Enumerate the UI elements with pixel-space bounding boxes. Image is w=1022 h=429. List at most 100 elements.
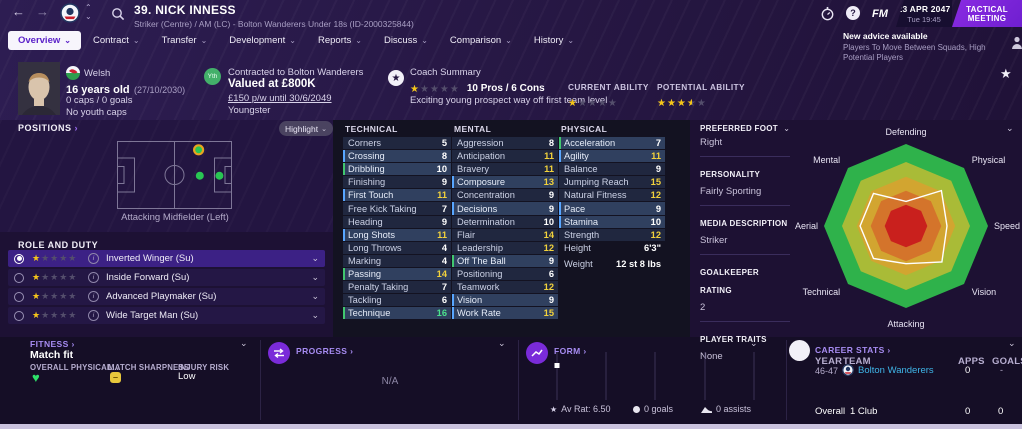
attribute-row[interactable]: Dribbling 10 <box>343 163 451 176</box>
youth-caps-label: No youth caps <box>66 107 127 118</box>
tab-discuss[interactable]: Discuss ⌄ <box>374 31 438 50</box>
attribute-row[interactable]: Heading 9 <box>343 215 451 228</box>
attribute-row[interactable]: Marking 4 <box>343 254 451 267</box>
position-dot[interactable] <box>215 171 224 180</box>
attribute-row[interactable]: First Touch 11 <box>343 189 451 202</box>
chevron-down-icon[interactable]: ⌄ <box>311 272 319 282</box>
chevron-down-icon[interactable]: ⌄ <box>311 291 319 301</box>
progress-header[interactable]: PROGRESS › <box>296 346 353 356</box>
back-button[interactable]: ← <box>12 4 25 19</box>
chevron-down-icon[interactable]: ⌄ <box>783 124 790 133</box>
role-radio[interactable] <box>14 291 24 302</box>
club-switch-chevrons[interactable]: ⌃ ⌄ <box>85 3 92 21</box>
attribute-row[interactable]: Passing 14 <box>343 267 451 281</box>
tab-contract[interactable]: Contract ⌄ <box>83 31 150 50</box>
attribute-row[interactable]: Leadership 12 <box>452 241 558 254</box>
attribute-value: 9 <box>548 255 554 266</box>
attribute-row[interactable]: Pace 9 <box>559 202 665 215</box>
career-row-year: 46-47 <box>815 366 839 376</box>
attribute-row[interactable]: Decisions 9 <box>452 202 558 215</box>
attribute-row[interactable]: Off The Ball 9 <box>452 254 558 267</box>
attribute-value: 16 <box>436 308 447 319</box>
date-time-box[interactable]: 23 APR 2047 Tue 19:45 <box>896 0 952 27</box>
role-row[interactable]: ★★★★★★★★★★ i Inverted Winger (Su) ⌄ <box>8 250 325 267</box>
role-row[interactable]: ★★★★★★★★★★ i Inside Forward (Su) ⌄ <box>8 269 325 286</box>
tab-development[interactable]: Development ⌄ <box>219 31 306 50</box>
attribute-row[interactable]: Concentration 9 <box>452 189 558 202</box>
fitness-header[interactable]: FITNESS › <box>30 339 75 349</box>
attribute-row[interactable]: Work Rate 15 <box>452 307 558 320</box>
attribute-row[interactable]: Composure 13 <box>452 176 558 189</box>
attribute-row[interactable]: Acceleration 7 <box>559 137 665 150</box>
attribute-value: 12 st 8 lbs <box>616 258 661 269</box>
chevron-down-icon[interactable]: ⌄ <box>1006 123 1014 133</box>
chevron-down-icon[interactable]: ⌄ <box>750 338 758 348</box>
attribute-row[interactable]: Long Shots 11 <box>343 228 451 241</box>
horizontal-scrollbar[interactable] <box>0 424 1022 429</box>
positions-header[interactable]: POSITIONS › <box>18 123 78 133</box>
attribute-row[interactable]: Technique 16 <box>343 307 451 320</box>
role-radio[interactable] <box>14 253 24 264</box>
chevron-down-icon[interactable]: ⌄ <box>240 338 248 348</box>
info-icon[interactable]: i <box>88 291 99 302</box>
attribute-row[interactable]: Strength 12 <box>559 228 665 241</box>
info-icon[interactable]: i <box>88 272 99 283</box>
highlight-dropdown[interactable]: Highlight ⌄ <box>279 121 333 136</box>
tab-overview[interactable]: Overview ⌄ <box>8 31 81 50</box>
attribute-row[interactable]: Determination 10 <box>452 215 558 228</box>
club-badge-icon[interactable] <box>60 3 80 23</box>
assists-value: 0 assists <box>716 404 752 414</box>
attribute-row[interactable]: Natural Fitness 12 <box>559 189 665 202</box>
attribute-row[interactable]: Long Throws 4 <box>343 241 451 254</box>
role-row[interactable]: ★★★★★★★★★★ i Advanced Playmaker (Su) ⌄ <box>8 288 325 305</box>
chevron-down-icon[interactable]: ⌄ <box>311 310 319 320</box>
attribute-row[interactable]: Balance 9 <box>559 163 665 176</box>
info-icon[interactable]: i <box>88 310 99 321</box>
attribute-row[interactable]: Penalty Taking 7 <box>343 281 451 294</box>
forward-button[interactable]: → <box>36 4 49 19</box>
selected-position-dot[interactable] <box>192 144 205 156</box>
attribute-row[interactable]: Tackling 6 <box>343 294 451 307</box>
career-stats-header[interactable]: CAREER STATS › <box>815 345 891 355</box>
search-icon[interactable] <box>111 7 125 21</box>
help-icon[interactable]: ? <box>846 6 860 20</box>
chevron-down-icon[interactable]: ⌄ <box>1008 338 1016 348</box>
staff-advice-icon[interactable] <box>1011 36 1022 50</box>
tab-transfer[interactable]: Transfer ⌄ <box>152 31 218 50</box>
attribute-row[interactable]: Agility 11 <box>559 150 665 163</box>
attribute-row[interactable]: Bravery 11 <box>452 163 558 176</box>
info-icon[interactable]: i <box>88 253 99 264</box>
tab-comparison[interactable]: Comparison ⌄ <box>440 31 522 50</box>
attribute-row[interactable]: Flair 14 <box>452 228 558 241</box>
role-radio[interactable] <box>14 310 24 321</box>
attribute-row[interactable]: Jumping Reach 15 <box>559 176 665 189</box>
tactical-meeting-button[interactable]: TACTICAL MEETING <box>952 0 1022 27</box>
attribute-row[interactable]: Finishing 9 <box>343 176 451 189</box>
attribute-row[interactable]: Teamwork 12 <box>452 281 558 294</box>
attribute-row[interactable]: Positioning 6 <box>452 267 558 281</box>
position-dot[interactable] <box>195 171 204 180</box>
chevron-down-icon[interactable]: ⌄ <box>498 338 506 348</box>
chevron-down-icon[interactable]: ⌄ <box>311 253 319 263</box>
attribute-row[interactable]: Free Kick Taking 7 <box>343 202 451 215</box>
tab-reports[interactable]: Reports ⌄ <box>308 31 372 50</box>
bottom-panels <box>0 337 1022 424</box>
attribute-row[interactable]: Vision 9 <box>452 294 558 307</box>
attribute-row[interactable]: Anticipation 11 <box>452 150 558 163</box>
attribute-row[interactable]: Corners 5 <box>343 137 451 150</box>
attribute-row[interactable]: Crossing 8 <box>343 150 451 163</box>
attribute-row[interactable]: Stamina 10 <box>559 215 665 228</box>
favourite-star-icon[interactable]: ★ <box>1000 66 1012 81</box>
breadcrumb-arrow-icon: › <box>350 346 354 356</box>
role-radio[interactable] <box>14 272 24 283</box>
stopwatch-icon[interactable] <box>820 6 835 21</box>
role-row[interactable]: ★★★★★★★★★★ i Wide Target Man (Su) ⌄ <box>8 307 325 324</box>
tab-history[interactable]: History ⌄ <box>524 31 584 50</box>
form-header[interactable]: FORM › <box>554 346 587 356</box>
attribute-row[interactable]: Aggression 8 <box>452 137 558 150</box>
wage-link[interactable]: £150 p/w until 30/6/2049 <box>228 93 332 104</box>
highlight-dropdown-label: Highlight <box>285 123 319 134</box>
career-row-team-link[interactable]: Bolton Wanderers <box>858 365 934 376</box>
star-rating: ★★★★★★★★★★ <box>32 310 78 320</box>
advice-block[interactable]: New advice available Players To Move Bet… <box>843 31 1011 63</box>
